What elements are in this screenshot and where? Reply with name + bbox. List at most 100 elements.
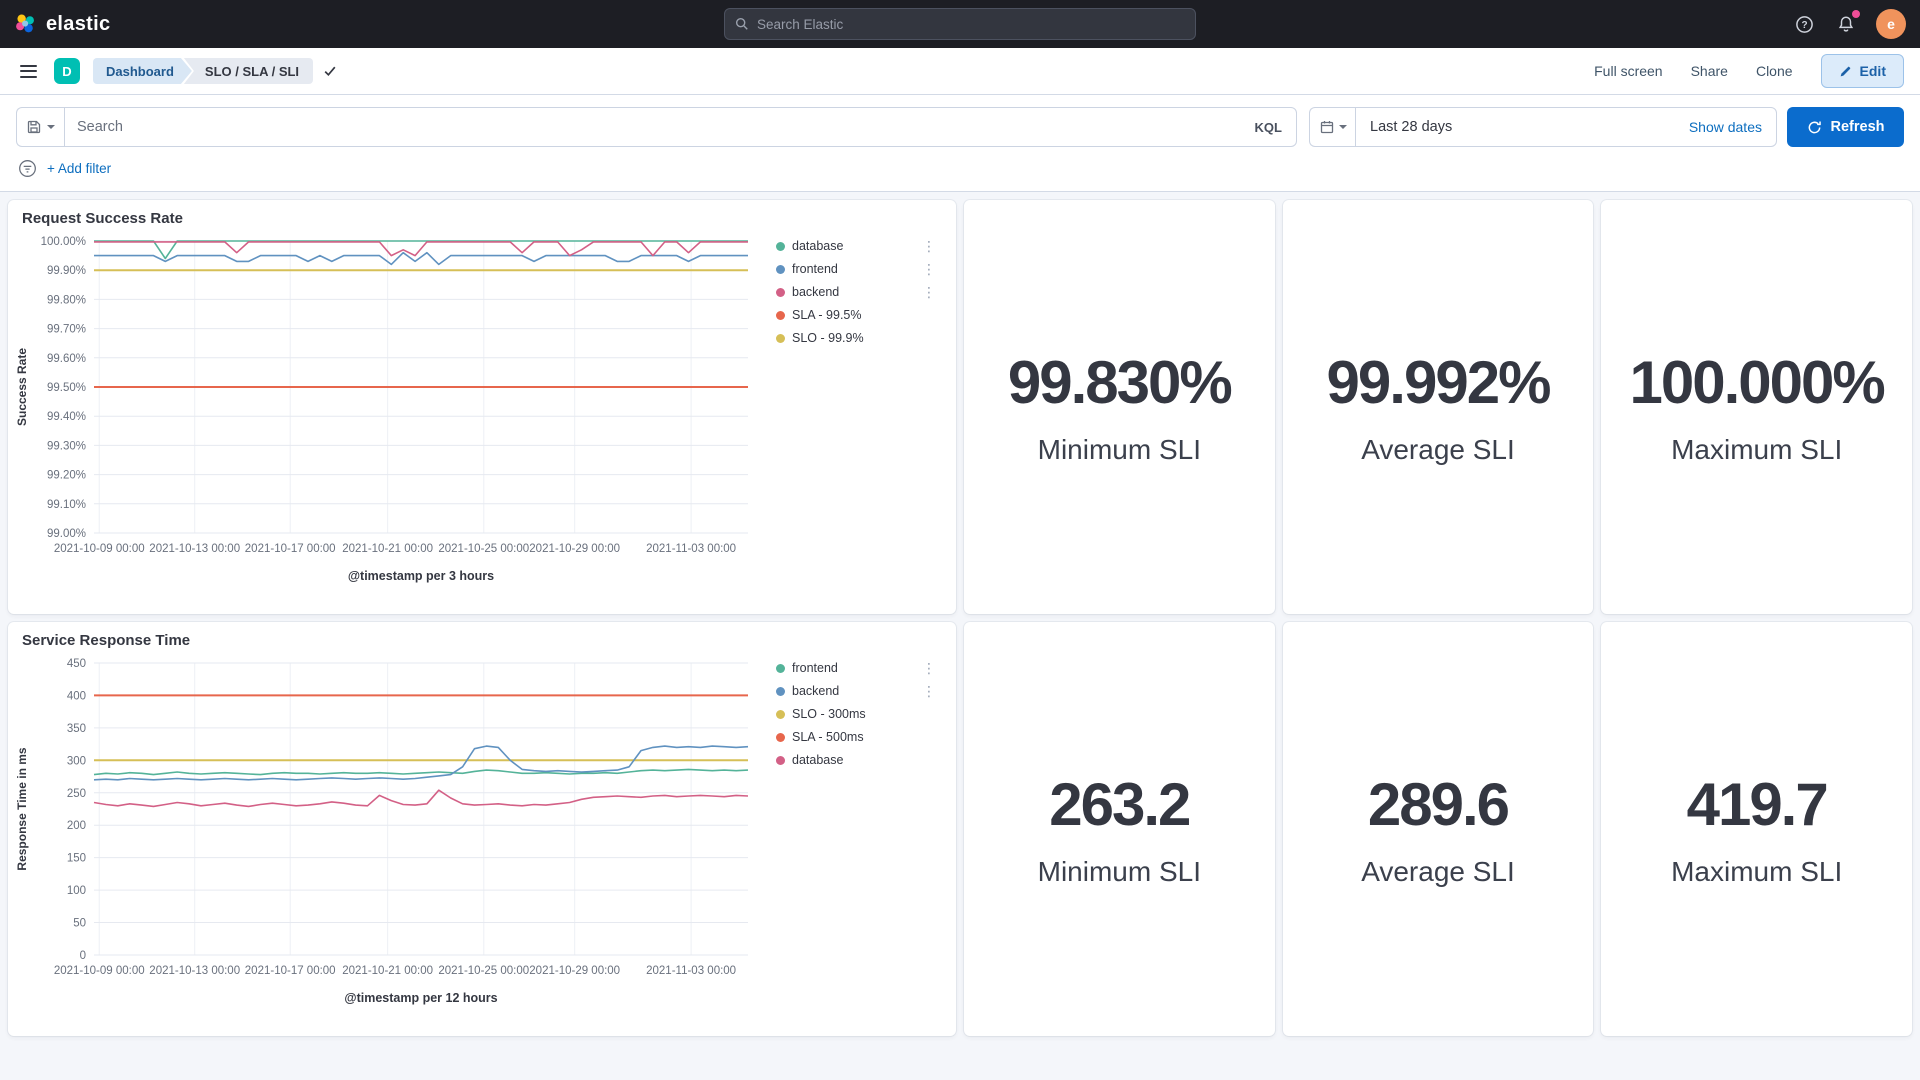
svg-text:100.00%: 100.00% xyxy=(41,236,86,248)
share-button[interactable]: Share xyxy=(1690,63,1728,79)
legend-color-dot xyxy=(776,333,785,343)
legend-item[interactable]: frontend ⋮ xyxy=(776,661,936,675)
global-search-input[interactable] xyxy=(757,16,1185,32)
legend-menu-icon[interactable]: ⋮ xyxy=(922,683,936,699)
svg-text:450: 450 xyxy=(67,658,86,670)
legend-item[interactable]: backend ⋮ xyxy=(776,684,936,698)
legend-menu-icon[interactable]: ⋮ xyxy=(922,238,936,254)
metric-label: Average SLI xyxy=(1361,434,1515,465)
svg-text:99.90%: 99.90% xyxy=(47,265,86,277)
clone-button[interactable]: Clone xyxy=(1755,63,1793,79)
chart-body: 2021-10-09 00:00 2021-10-13 00:00 2021-10-… xyxy=(8,649,956,1036)
svg-text:2021-11-03 00:00: 2021-11-03 00:00 xyxy=(646,543,736,555)
legend-item[interactable]: database ⋮ xyxy=(776,239,936,253)
legend-label: SLO - 300ms xyxy=(792,707,866,721)
space-badge[interactable]: D xyxy=(54,58,80,84)
legend-menu-icon[interactable]: ⋮ xyxy=(922,261,936,277)
metric-panel-maximum-sli-ms: 419.7 Maximum SLI xyxy=(1601,622,1912,1036)
svg-text:99.20%: 99.20% xyxy=(47,470,86,482)
global-search[interactable] xyxy=(724,8,1196,40)
panel-title: Request Success Rate xyxy=(22,210,183,227)
filter-icon[interactable] xyxy=(18,159,37,178)
legend-color-dot xyxy=(776,310,785,320)
saved-query-icon xyxy=(27,120,41,134)
pencil-icon xyxy=(1840,66,1850,76)
refresh-button[interactable]: Refresh xyxy=(1787,107,1904,147)
breadcrumb-dashboard[interactable]: Dashboard xyxy=(93,58,192,84)
legend-item[interactable]: SLO - 300ms xyxy=(776,707,936,721)
svg-text:2021-10-17 00:00: 2021-10-17 00:00 xyxy=(245,543,336,555)
svg-text:2021-10-09 00:00: 2021-10-09 00:00 xyxy=(54,965,145,977)
header-actions: ? e xyxy=(1792,9,1906,39)
time-range-value[interactable]: Last 28 days xyxy=(1370,119,1453,135)
legend-menu-icon[interactable]: ⋮ xyxy=(922,660,936,676)
chart-legend: database ⋮ frontend ⋮ backend ⋮ SLA - 99.5% SLO… xyxy=(766,227,944,354)
metric-label: Minimum SLI xyxy=(1037,856,1202,887)
svg-text:2021-10-29 00:00: 2021-10-29 00:00 xyxy=(529,543,620,555)
svg-text:2021-10-13 00:00: 2021-10-13 00:00 xyxy=(149,965,240,977)
svg-text:300: 300 xyxy=(67,755,86,767)
legend-label: frontend xyxy=(792,262,838,276)
panel-service-response-time: Service Response Time 2021-10-09 00:00 20… xyxy=(8,622,956,1036)
elastic-logo-icon xyxy=(16,14,34,32)
dashboard-grid: Request Success Rate 2021-10-09 00:00 202… xyxy=(0,192,1920,1044)
legend-menu-icon[interactable]: ⋮ xyxy=(922,284,936,300)
svg-text:99.50%: 99.50% xyxy=(47,382,86,394)
time-range-field[interactable]: Last 28 days Show dates xyxy=(1355,107,1777,147)
chart-legend: frontend ⋮ backend ⋮ SLO - 300ms SLA - 500ms d… xyxy=(766,649,944,776)
metric-value: 263.2 xyxy=(1049,771,1191,838)
kql-language-button[interactable]: KQL xyxy=(1254,119,1282,135)
search-input[interactable] xyxy=(65,108,1296,146)
svg-text:99.60%: 99.60% xyxy=(47,353,86,365)
edit-button[interactable]: Edit xyxy=(1820,54,1904,88)
metric-label: Maximum SLI xyxy=(1671,434,1843,465)
menu-toggle-button[interactable] xyxy=(16,61,41,82)
calendar-button[interactable] xyxy=(1309,107,1355,147)
saved-check-icon xyxy=(322,63,338,79)
legend-label: backend xyxy=(792,285,840,299)
svg-text:99.10%: 99.10% xyxy=(47,499,86,511)
metric-value: 419.7 xyxy=(1686,771,1829,838)
newsfeed-button[interactable] xyxy=(1834,10,1860,36)
legend-item[interactable]: SLO - 99.9% xyxy=(776,331,936,345)
global-header: elastic ? e xyxy=(0,0,1920,48)
svg-text:2021-11-03 00:00: 2021-11-03 00:00 xyxy=(646,965,736,977)
legend-color-dot xyxy=(776,686,785,696)
saved-query-button[interactable] xyxy=(16,107,64,147)
calendar-icon xyxy=(1320,121,1333,134)
legend-item[interactable]: SLA - 99.5% xyxy=(776,308,936,322)
svg-text:50: 50 xyxy=(73,918,86,930)
avatar-initial: e xyxy=(1887,16,1895,32)
legend-label: SLA - 99.5% xyxy=(792,308,862,322)
metric-value: 100.000% xyxy=(1629,349,1886,416)
chart-body: 2021-10-09 00:00 2021-10-13 00:00 2021-10-… xyxy=(8,227,956,614)
panel-title: Service Response Time xyxy=(22,632,191,649)
show-dates-button[interactable]: Show dates xyxy=(1688,119,1762,135)
svg-text:Response Time in ms: Response Time in ms xyxy=(15,747,29,870)
legend-label: SLA - 500ms xyxy=(792,730,864,744)
legend-color-dot xyxy=(776,241,785,251)
svg-text:2021-10-21 00:00: 2021-10-21 00:00 xyxy=(342,543,433,555)
legend-item[interactable]: SLA - 500ms xyxy=(776,730,936,744)
svg-text:400: 400 xyxy=(67,690,86,702)
legend-item[interactable]: backend ⋮ xyxy=(776,285,936,299)
brand-wordmark: elastic xyxy=(46,12,111,35)
legend-label: database xyxy=(792,753,844,767)
svg-text:2021-10-25 00:00: 2021-10-25 00:00 xyxy=(438,965,529,977)
svg-text:2021-10-25 00:00: 2021-10-25 00:00 xyxy=(438,543,529,555)
legend-color-dot xyxy=(776,287,785,297)
help-button[interactable]: ? xyxy=(1792,12,1816,36)
help-icon: ? xyxy=(1795,15,1813,33)
svg-text:2021-10-13 00:00: 2021-10-13 00:00 xyxy=(149,543,240,555)
metric-label: Average SLI xyxy=(1361,856,1515,887)
date-picker-group: Last 28 days Show dates xyxy=(1309,107,1777,147)
add-filter-button[interactable]: + Add filter xyxy=(47,161,112,176)
svg-text:2021-10-29 00:00: 2021-10-29 00:00 xyxy=(529,965,620,977)
legend-item[interactable]: database xyxy=(776,753,936,767)
home-link[interactable]: elastic xyxy=(14,13,110,36)
full-screen-button[interactable]: Full screen xyxy=(1594,63,1663,79)
user-avatar[interactable]: e xyxy=(1876,9,1906,39)
svg-text:99.00%: 99.00% xyxy=(47,528,86,540)
legend-item[interactable]: frontend ⋮ xyxy=(776,262,936,276)
kql-search-field: KQL xyxy=(64,107,1297,147)
